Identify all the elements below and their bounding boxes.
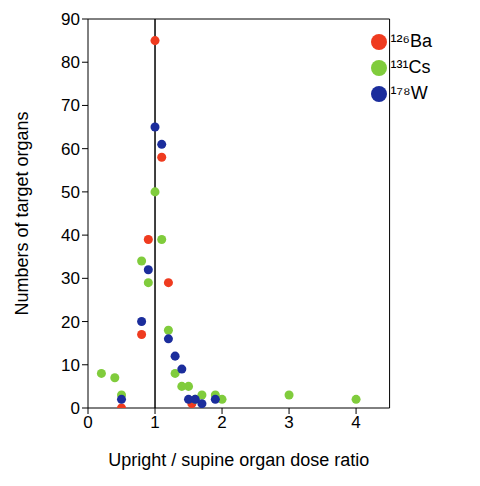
svg-text:90: 90	[61, 10, 80, 29]
svg-text:0: 0	[83, 413, 92, 432]
html-text:¹⁷⁸W: ¹⁷⁸W	[390, 83, 428, 103]
svg-text:0: 0	[71, 399, 80, 418]
svg-text:3: 3	[284, 413, 293, 432]
svg-text:30: 30	[61, 269, 80, 288]
svg-text:60: 60	[61, 140, 80, 159]
svg-text:20: 20	[61, 313, 80, 332]
svg-text:10: 10	[61, 356, 80, 375]
svg-text:40: 40	[61, 226, 80, 245]
svg-text:1: 1	[150, 413, 159, 432]
html-text:¹³¹Cs: ¹³¹Cs	[390, 57, 431, 77]
svg-text:Numbers of target organs: Numbers of target organs	[12, 111, 32, 315]
svg-text:70: 70	[61, 96, 80, 115]
svg-text:4: 4	[351, 413, 360, 432]
svg-text:2: 2	[217, 413, 226, 432]
svg-text:80: 80	[61, 53, 80, 72]
html-text:¹²⁶Ba: ¹²⁶Ba	[390, 31, 432, 51]
svg-text:Upright / supine organ dose ra: Upright / supine organ dose ratio	[108, 450, 369, 470]
svg-text:50: 50	[61, 183, 80, 202]
